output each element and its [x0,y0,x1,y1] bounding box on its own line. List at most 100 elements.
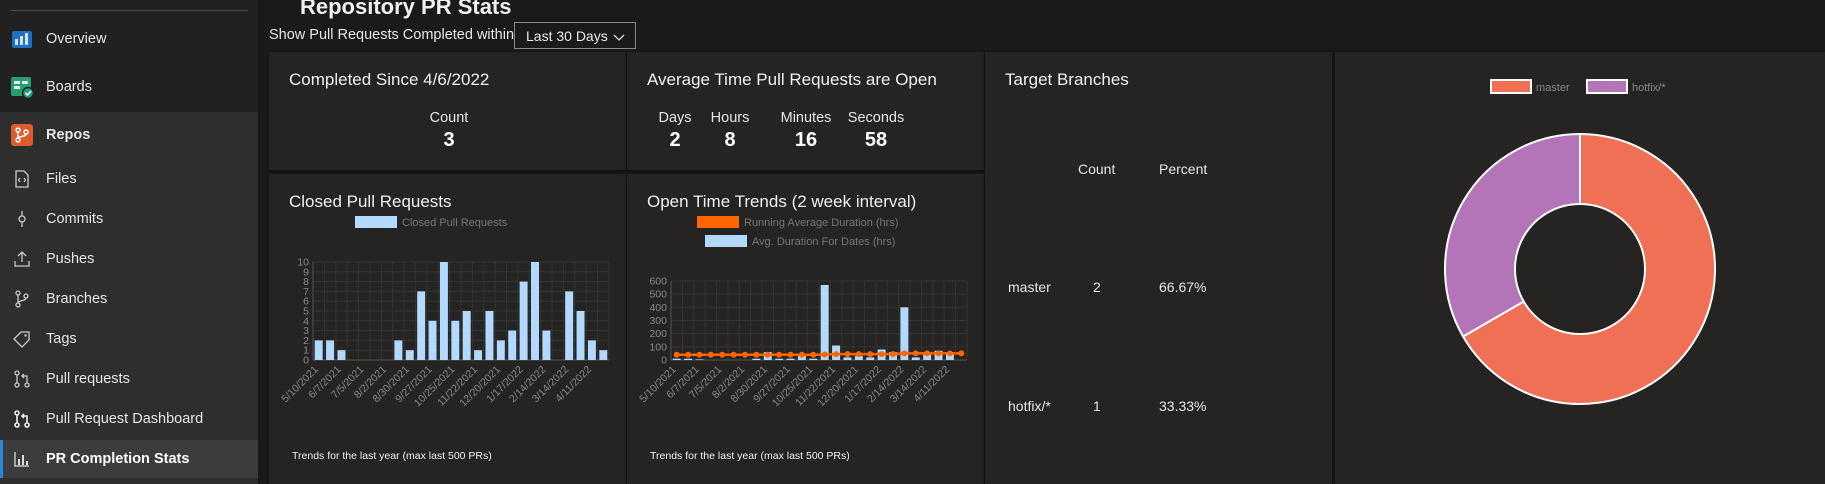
legend-swatch [697,216,739,228]
card-title: Average Time Pull Requests are Open [647,70,937,89]
sidebar-item-pull-requests[interactable]: Pull requests [0,366,258,392]
line-point [764,351,771,358]
sidebar-item-label: Pull requests [46,371,130,387]
card-title: Target Branches [1005,70,1129,89]
branch-percent: 66.67% [1159,279,1207,295]
legend-swatch [1490,79,1532,94]
y-tick-label: 200 [649,328,667,340]
line-point [753,351,760,358]
pushes-icon [12,249,32,269]
target-branches-card: Target Branches Count Percent master 2 6… [985,52,1332,484]
line-point [673,351,680,358]
card-title: Open Time Trends (2 week interval) [647,192,917,211]
line-point [730,351,737,358]
sidebar-item-overview[interactable]: Overview [0,26,258,52]
sidebar-item-label: Overview [46,31,107,47]
bar [911,357,920,360]
bar [587,340,596,360]
y-tick-label: 3 [303,325,309,337]
bar [394,340,403,360]
stat-value: 8 [724,129,736,151]
column-header-percent: Percent [1159,161,1208,177]
minutes-stat: Minutes 16 [771,110,841,152]
y-tick-label: 0 [303,355,309,367]
closed-pr-card: Closed Pull Requests 0 1 2 3 4 5 6 7 8 9 10 5/10/20… [269,174,626,484]
boards-icon [10,75,34,99]
line-point [833,351,840,358]
legend-swatch [355,216,397,228]
sidebar-item-label: PR Completion Stats [46,451,190,467]
bar [775,358,784,360]
y-tick-label: 300 [649,315,667,327]
filter-label: Show Pull Requests Completed within: [269,27,519,43]
stat-label: Days [658,110,692,126]
y-tick-label: 6 [303,296,309,308]
legend-swatch [705,235,747,247]
seconds-stat: Seconds 58 [843,110,909,152]
pull-requests-icon [12,369,32,389]
time-range-dropdown[interactable]: Last 30 Days [514,22,636,49]
bar [923,354,932,360]
legend-label: Closed Pull Requests [402,217,508,229]
bar [451,320,460,360]
line-point [719,351,726,358]
stat-value: 16 [794,129,818,151]
tags-icon [12,329,32,349]
sidebar-item-label: Files [46,171,77,187]
bar [417,291,426,360]
branch-name: master [1008,279,1051,295]
bar [405,350,414,360]
sidebar-item-label: Tags [46,331,77,347]
donut-slice [1461,132,1716,405]
y-tick-label: 0 [661,355,667,367]
y-tick-label: 500 [649,289,667,301]
sidebar-item-pushes[interactable]: Pushes [0,246,258,272]
sidebar-item-pr-completion-stats[interactable]: PR Completion Stats [0,440,258,478]
bar [695,359,704,360]
sidebar-item-label: Pull Request Dashboard [46,411,204,427]
legend-label: Running Average Duration (hrs) [744,217,899,229]
line-point [855,351,862,358]
line-point [696,351,703,358]
sidebar-item-files[interactable]: Files [0,166,258,192]
line-point [787,351,794,358]
stat-label: Seconds [847,110,905,126]
line-point [924,350,931,357]
bar [672,358,681,360]
days-stat: Days 2 [655,110,695,152]
chart-footnote: Trends for the last year (max last 500 P… [292,450,492,462]
y-tick-label: 4 [303,315,309,327]
chevron-down-icon [613,30,625,46]
stat-label: Count [429,110,469,126]
sidebar-item-branches[interactable]: Branches [0,286,258,312]
sidebar-item-commits[interactable]: Commits [0,206,258,232]
sidebar-item-label: Commits [46,211,104,227]
line-point [776,351,783,358]
sidebar-item-repos[interactable]: Repos [0,122,258,148]
sidebar-item-tags[interactable]: Tags [0,326,258,352]
bar-chart-icon [12,449,32,469]
bar [326,340,335,360]
bar [519,281,528,360]
legend-label: hotfix/* [1632,82,1666,94]
bar [900,307,909,360]
legend-label: Avg. Duration For Dates (hrs) [752,236,895,248]
donut-slice [1444,132,1581,338]
bar [820,284,829,360]
y-tick-label: 600 [649,276,667,288]
sidebar-item-pr-dashboard[interactable]: Pull Request Dashboard [0,406,258,432]
y-tick-label: 100 [649,341,667,353]
y-tick-label: 2 [303,335,309,347]
y-tick-label: 8 [303,276,309,288]
line-point [707,351,714,358]
y-tick-label: 1 [303,345,309,357]
selected-indicator [0,440,3,478]
bar [531,262,539,360]
bar [797,356,806,360]
sidebar-item-boards[interactable]: Boards [0,74,258,100]
bar [439,262,448,360]
line-point [901,350,908,357]
overview-icon [10,27,34,51]
sidebar-item-label: Boards [46,79,92,95]
stat-value: 3 [443,129,455,151]
